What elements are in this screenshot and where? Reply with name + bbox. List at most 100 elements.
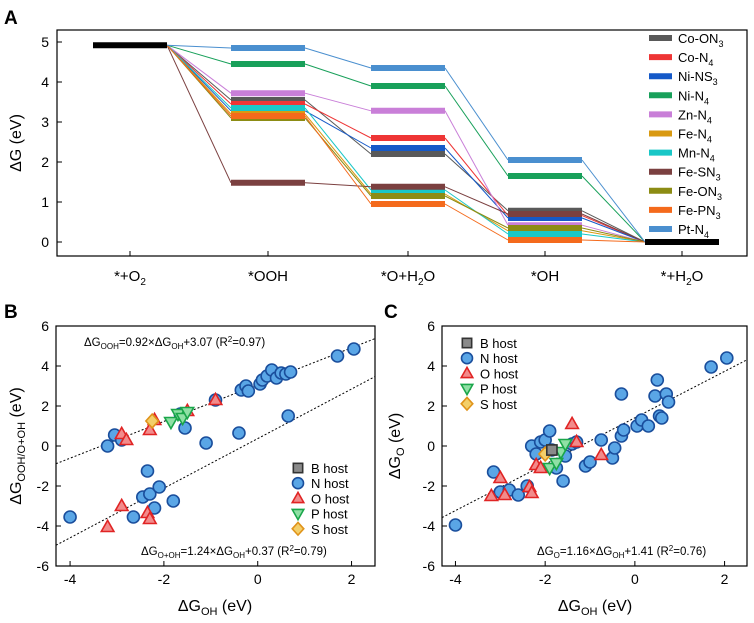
legend-label-ni-ns3: Ni-NS3 bbox=[678, 69, 718, 87]
connector-fe-pn3-2 bbox=[444, 203, 509, 241]
connector-pt-n4-3 bbox=[581, 159, 646, 243]
x-tick-label: -4 bbox=[64, 571, 77, 587]
point-n-host-18 bbox=[583, 455, 597, 469]
point-n-host-28 bbox=[648, 389, 662, 403]
panel-b-chart: -4 -2 0 2 -6 -4 -2 0 2 4 6 ΔGOOH=0.92×ΔGOH+3.07 (R… bbox=[8, 318, 376, 618]
legend-name: Pt-N bbox=[678, 222, 704, 237]
connector-fe-pn3-3 bbox=[581, 239, 646, 243]
y-tick-label: 4 bbox=[41, 358, 49, 374]
a-xtick-label: *OOH bbox=[248, 268, 288, 285]
a-ytick-label: 3 bbox=[41, 114, 49, 130]
legend-name: Co-ON bbox=[678, 31, 718, 46]
y-tick-label: 6 bbox=[41, 318, 49, 334]
legend-label-s-host: S host bbox=[311, 522, 348, 537]
point-n-host-13 bbox=[556, 474, 570, 488]
point-p-host-49 bbox=[557, 438, 574, 453]
legend-label-n-host: N host bbox=[311, 476, 349, 491]
connector-zn-n4-0 bbox=[166, 44, 232, 94]
panel-b-x-axis-label: ΔGOH (eV) bbox=[178, 598, 252, 618]
y-tick-label: 0 bbox=[41, 438, 49, 454]
point-n-host-28 bbox=[152, 480, 167, 494]
legend-label-co-n4: Co-N4 bbox=[678, 50, 713, 68]
panel-b-y-axis-label: ΔGOOH/O+OH (eV) bbox=[8, 387, 28, 504]
a-xtick-label: *+H2O bbox=[661, 268, 704, 288]
legend-label-o-host: O host bbox=[480, 366, 519, 381]
point-o-host-36 bbox=[483, 487, 500, 502]
point-n-host-10 bbox=[542, 424, 557, 438]
connector-mn-n4-3 bbox=[581, 233, 646, 243]
a-xtick-tail: O bbox=[692, 268, 704, 285]
point-n-host-24 bbox=[614, 387, 629, 401]
legend-sub: 3 bbox=[713, 77, 718, 87]
point-p-host-43 bbox=[179, 406, 196, 421]
point-n-host-4 bbox=[178, 421, 192, 435]
x-tick-label: 0 bbox=[631, 571, 639, 587]
connector-zn-n4-2 bbox=[444, 110, 509, 226]
point-p-host-47 bbox=[548, 457, 565, 472]
panel-a-frame bbox=[56, 29, 748, 257]
point-n-host-4 bbox=[511, 488, 526, 502]
point-o-host-43 bbox=[564, 415, 580, 430]
a-xtick-label: *OH bbox=[531, 268, 559, 285]
point-n-host-31 bbox=[654, 411, 669, 425]
legend-sub: 4 bbox=[707, 135, 712, 145]
point-n-host-21 bbox=[347, 342, 361, 356]
legend-marker-o-host bbox=[459, 365, 475, 379]
legend-marker-n-host bbox=[460, 351, 474, 365]
connector-co-n4-1 bbox=[304, 103, 372, 139]
a-xtick-tail: O bbox=[424, 268, 436, 285]
panel-c-points bbox=[448, 351, 734, 532]
connector-fe-sn3-1 bbox=[304, 182, 372, 188]
legend-label-fe-sn3: Fe-SN3 bbox=[678, 165, 721, 183]
panel-b-fit-label-ooh: ΔGOOH=0.92×ΔGOH+3.07 (R2=0.97) bbox=[84, 335, 265, 351]
panel-a-levels bbox=[93, 42, 719, 245]
x-tick-label: -2 bbox=[158, 571, 171, 587]
point-n-host-5 bbox=[199, 436, 213, 450]
legend-name: Ni-N bbox=[678, 88, 704, 103]
a-xtick-main: *OOH bbox=[248, 268, 288, 285]
point-o-host-37 bbox=[492, 469, 508, 484]
legend-sub: 4 bbox=[704, 96, 709, 106]
legend-label-p-host: P host bbox=[311, 507, 348, 522]
point-n-host-23 bbox=[126, 510, 141, 524]
x-tick-label: -4 bbox=[449, 571, 462, 587]
point-n-host-22 bbox=[63, 510, 77, 524]
point-n-host-0 bbox=[100, 439, 115, 453]
a-ytick-label: 4 bbox=[41, 74, 49, 90]
y-tick-label: 0 bbox=[427, 438, 435, 454]
connector-fe-on3-3 bbox=[581, 227, 646, 243]
legend-label-fe-n4: Fe-N4 bbox=[678, 127, 712, 145]
legend-label-pt-n4: Pt-N4 bbox=[678, 222, 709, 240]
point-n-host-18 bbox=[283, 365, 298, 379]
point-n-host-34 bbox=[704, 360, 718, 374]
connector-ni-n4-2 bbox=[444, 85, 509, 177]
legend-name: Fe-N bbox=[678, 127, 707, 142]
legend-marker-b-host bbox=[292, 462, 304, 474]
y-tick-label: -6 bbox=[37, 558, 50, 574]
panel-c-fit-label-o: ΔGO=1.16×ΔGOH+1.41 (R2=0.76) bbox=[537, 544, 706, 560]
point-p-host-40 bbox=[163, 416, 179, 431]
y-tick-label: 4 bbox=[427, 358, 435, 374]
point-n-host-0 bbox=[448, 518, 463, 532]
panel-c-y-axis-label: ΔGO (eV) bbox=[387, 413, 407, 479]
connector-fe-sn3-2 bbox=[444, 186, 509, 215]
point-o-host-36 bbox=[99, 518, 116, 533]
legend-name: Fe-SN bbox=[678, 165, 716, 180]
a-xtick-label: *+O2 bbox=[114, 268, 146, 288]
x-tick-label: 2 bbox=[348, 571, 356, 587]
legend-marker-p-host bbox=[290, 508, 306, 522]
point-o-host-38 bbox=[497, 486, 513, 501]
legend-name: Zn-N bbox=[678, 107, 707, 122]
connector-fe-on3-2 bbox=[444, 195, 509, 229]
connector-mn-n4-1 bbox=[304, 107, 372, 191]
legend-marker-s-host bbox=[291, 521, 305, 537]
panel-a-y-axis-label: ΔG (eV) bbox=[8, 114, 25, 172]
y-tick-label: -2 bbox=[423, 478, 436, 494]
connector-mn-n4-0 bbox=[166, 44, 232, 109]
x-tick-label: 0 bbox=[254, 571, 262, 587]
panel-b-ticks: -4 -2 0 2 -6 -4 -2 0 2 4 6 bbox=[37, 318, 356, 587]
legend-label-n-host: N host bbox=[480, 351, 518, 366]
legend-label-zn-n4: Zn-N4 bbox=[678, 107, 712, 125]
connector-ni-ns3-1 bbox=[304, 110, 372, 149]
